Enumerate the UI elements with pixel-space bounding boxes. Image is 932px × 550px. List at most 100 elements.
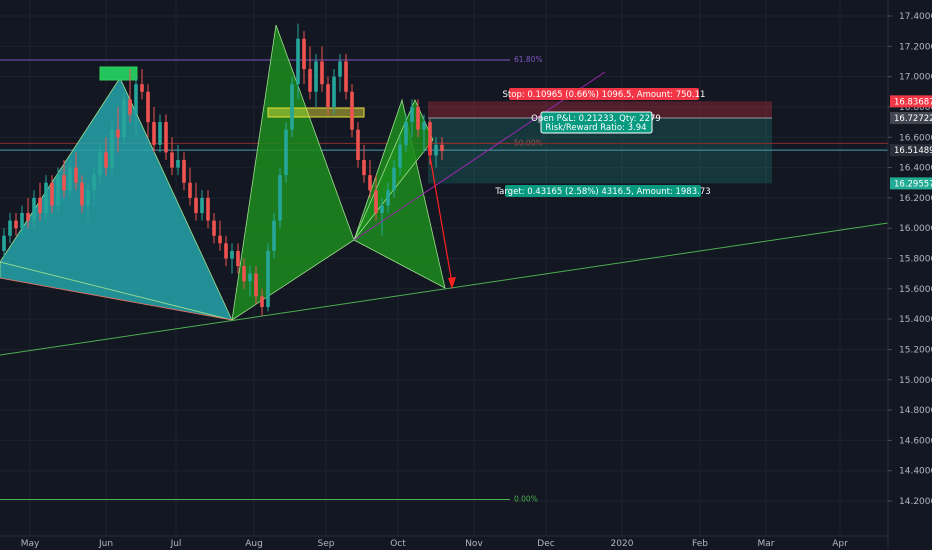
candle-body-10 — [62, 175, 66, 191]
y-tick-label-13: 14.80000 — [899, 406, 932, 416]
candle-body-70 — [422, 122, 426, 130]
x-tick-label-1: Jun — [98, 539, 113, 549]
candle-body-59 — [356, 129, 360, 160]
x-tick-label-5: Oct — [390, 539, 406, 549]
candle-body-53 — [320, 61, 324, 85]
y-tick-label-6: 16.20000 — [899, 194, 932, 204]
candle-body-67 — [404, 122, 408, 145]
candle-body-65 — [392, 167, 396, 191]
y-tick-label-3: 16.80000 — [899, 103, 932, 113]
candle-body-36 — [218, 235, 222, 244]
target-note-bg — [505, 185, 701, 197]
candle-body-17 — [104, 152, 108, 168]
y-tick-label-8: 15.80000 — [899, 255, 932, 265]
candle-body-62 — [374, 190, 378, 214]
candlestick-series — [2, 23, 444, 317]
candle-body-25 — [152, 122, 156, 145]
price-badge-bg-0 — [890, 95, 932, 108]
candle-body-8 — [50, 182, 54, 206]
candle-body-41 — [248, 273, 252, 282]
candle-body-26 — [158, 122, 162, 145]
y-tick-label-11: 15.20000 — [899, 345, 932, 355]
candle-body-55 — [332, 76, 336, 107]
y-tick-label-5: 16.40000 — [899, 164, 932, 174]
position-notes: Stop: 0.10965 (0.66%) 1096.5, Amount: 75… — [494, 88, 711, 197]
candle-body-56 — [338, 61, 342, 77]
candle-body-48 — [290, 84, 294, 130]
y-tick-label-16: 14.20000 — [899, 497, 932, 507]
candle-body-11 — [68, 167, 72, 191]
supply-zone-yellow — [267, 107, 365, 118]
candle-body-31 — [188, 182, 192, 198]
candle-body-47 — [284, 129, 288, 176]
candle-body-61 — [368, 175, 372, 191]
candle-body-12 — [74, 167, 78, 183]
candle-body-46 — [278, 175, 282, 221]
candle-body-2 — [14, 220, 18, 229]
candle-body-35 — [212, 220, 216, 236]
candle-body-0 — [2, 235, 6, 251]
candle-body-29 — [176, 159, 180, 168]
price-badge-2: 16.51489 — [894, 146, 932, 156]
candle-body-13 — [80, 182, 84, 206]
projection-arrow-head — [448, 277, 456, 289]
candle-body-72 — [434, 144, 438, 156]
candle-body-42 — [254, 273, 258, 297]
candle-body-52 — [314, 61, 318, 92]
candle-body-50 — [302, 38, 306, 70]
candle-body-44 — [266, 250, 270, 307]
fib-label-2: 0.00% — [514, 494, 538, 503]
y-tick-label-10: 15.40000 — [899, 315, 932, 325]
candle-body-45 — [272, 220, 276, 251]
candle-body-40 — [242, 266, 246, 282]
candle-body-60 — [362, 159, 366, 176]
price-badge-bg-3 — [890, 177, 932, 190]
x-tick-label-11: Apr — [832, 539, 848, 549]
candle-body-6 — [38, 197, 42, 214]
candle-body-58 — [350, 91, 354, 130]
y-tick-label-1: 17.20000 — [899, 42, 932, 52]
candle-body-43 — [260, 296, 264, 307]
x-tick-label-9: Feb — [692, 539, 708, 549]
candle-body-14 — [86, 190, 90, 206]
x-tick-label-7: Dec — [537, 539, 554, 549]
candle-body-15 — [92, 175, 96, 191]
y-tick-label-0: 17.40000 — [899, 12, 932, 22]
x-tick-label-8: 2020 — [611, 539, 634, 549]
candle-body-22 — [134, 84, 138, 115]
y-axis-panel — [888, 0, 932, 550]
price-badge-3: 16.29557 — [894, 179, 932, 189]
candle-body-19 — [116, 129, 120, 138]
y-tick-label-12: 15.00000 — [899, 376, 932, 386]
candle-body-63 — [380, 205, 384, 214]
price-badge-1: 16.72722 — [894, 114, 932, 124]
candle-body-24 — [146, 91, 150, 123]
y-tick-label-9: 15.60000 — [899, 285, 932, 295]
candle-body-49 — [296, 38, 300, 85]
supply-zone-green — [99, 66, 138, 81]
candle-body-33 — [200, 197, 204, 214]
x-tick-label-0: May — [21, 539, 40, 549]
candle-body-54 — [326, 84, 330, 107]
fib-label-0: 61.80% — [514, 55, 543, 64]
candle-body-21 — [128, 99, 132, 115]
target-note: Target: 0.43165 (2.58%) 4316.5, Amount: … — [494, 187, 710, 197]
candle-body-73 — [440, 144, 444, 151]
x-tick-label-3: Aug — [245, 539, 263, 549]
candle-body-9 — [56, 175, 60, 206]
candle-body-4 — [26, 213, 30, 221]
bat-base-line — [0, 277, 233, 321]
y-tick-label-4: 16.60000 — [899, 133, 932, 143]
y-tick-label-15: 14.40000 — [899, 467, 932, 477]
candle-body-7 — [44, 182, 48, 214]
candle-body-39 — [236, 250, 240, 267]
bat-pattern-upper — [0, 77, 233, 321]
price-badge-bg-2 — [890, 144, 932, 157]
x-tick-label-2: Jul — [170, 539, 182, 549]
candle-body-20 — [122, 99, 126, 138]
candle-body-18 — [110, 129, 114, 168]
x-tick-label-10: Mar — [758, 539, 775, 549]
projection-arrow-line — [427, 144, 453, 284]
candle-body-68 — [410, 106, 414, 123]
